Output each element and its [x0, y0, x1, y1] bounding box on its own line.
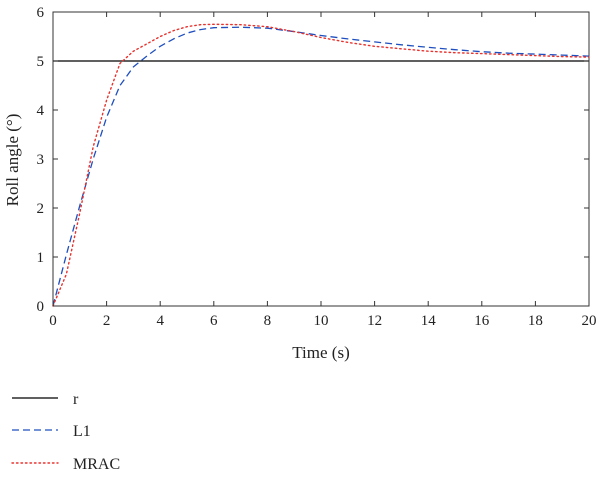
y-axis-title: Roll angle (°)	[3, 114, 22, 207]
x-tick-label: 8	[264, 313, 272, 329]
x-tick-label: 6	[210, 313, 218, 329]
x-tick-label: 10	[314, 313, 329, 329]
y-tick-label: 2	[37, 201, 45, 217]
legend-label-r: r	[73, 391, 79, 408]
y-tick-label: 4	[37, 103, 45, 119]
x-tick-label: 20	[582, 313, 597, 329]
legend-label-l1: L1	[73, 423, 91, 440]
y-axis: 0 1 2 3 4 5 6	[37, 5, 589, 315]
x-tick-label: 16	[474, 313, 490, 329]
x-tick-label: 18	[528, 313, 543, 329]
legend: r L1 MRAC	[11, 391, 120, 473]
y-tick-label: 6	[37, 5, 45, 21]
legend-label-mrac: MRAC	[73, 456, 120, 473]
plot-frame	[52, 11, 590, 307]
x-axis-title: Time (s)	[292, 343, 349, 362]
series-line-mrac	[52, 23, 590, 307]
x-tick-label: 2	[103, 313, 111, 329]
y-tick-label: 5	[37, 54, 45, 70]
x-tick-label: 14	[421, 313, 437, 329]
x-tick-label: 12	[367, 313, 382, 329]
x-axis: 0 2 4 6 8 10 12 14 16 18 20	[49, 12, 597, 329]
plot-area	[52, 11, 590, 307]
y-tick-label: 1	[37, 250, 45, 266]
series-line-l1	[52, 26, 590, 307]
y-tick-label: 0	[37, 299, 45, 315]
x-tick-label: 0	[49, 313, 57, 329]
y-tick-label: 3	[37, 152, 45, 168]
x-tick-label: 4	[156, 313, 164, 329]
